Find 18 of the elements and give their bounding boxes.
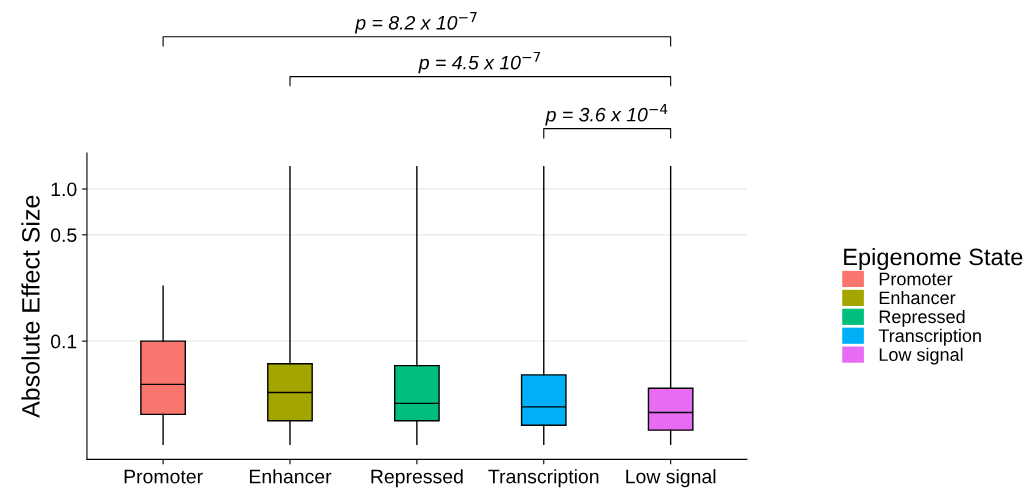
x-tick-label: Enhancer [249,469,332,484]
legend-label: Promoter [879,272,953,286]
legend-label: Transcription [878,328,981,346]
legend-label: Repressed [879,309,965,327]
x-tick-label: Transcription [488,469,599,488]
text: p = 8.2 x 10$^{−7}$ [354,12,477,34]
x-tick-label: Low signal [626,469,716,488]
legend-title: Epigenome State [844,247,1023,270]
text: p = 4.5 x 10$^{−7}$ [418,51,541,74]
y-tick-label: 1.0 [51,182,77,197]
legend-label: Enhancer [879,291,956,305]
legend-label: Low signal [879,347,963,365]
text: p = 3.6 x 10$^{−4}$ [545,103,668,126]
y-tick-label: 0.5 [50,228,77,243]
y-axis-title: Absolute Effect Size [21,195,40,418]
y-tick-label: 0.1 [50,334,77,349]
x-tick-label: Repressed [371,469,463,488]
x-tick-label: Promoter [124,469,203,484]
